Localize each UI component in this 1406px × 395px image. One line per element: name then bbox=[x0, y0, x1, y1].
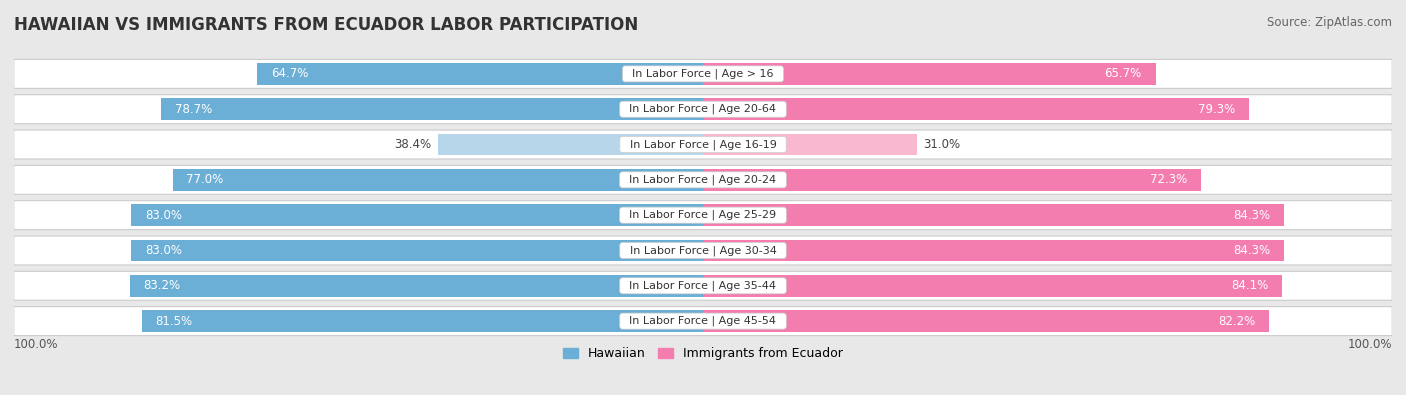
Text: In Labor Force | Age > 16: In Labor Force | Age > 16 bbox=[626, 69, 780, 79]
Bar bbox=[703, 239, 1284, 261]
Bar bbox=[439, 134, 703, 156]
Text: In Labor Force | Age 45-54: In Labor Force | Age 45-54 bbox=[623, 316, 783, 326]
Bar bbox=[703, 98, 1250, 120]
Text: 83.0%: 83.0% bbox=[145, 244, 181, 257]
FancyBboxPatch shape bbox=[14, 201, 1392, 229]
Text: 84.1%: 84.1% bbox=[1232, 279, 1268, 292]
Bar bbox=[703, 134, 917, 156]
Text: 83.2%: 83.2% bbox=[143, 279, 181, 292]
Bar bbox=[160, 98, 703, 120]
Text: In Labor Force | Age 35-44: In Labor Force | Age 35-44 bbox=[623, 280, 783, 291]
Text: 84.3%: 84.3% bbox=[1233, 209, 1270, 222]
FancyBboxPatch shape bbox=[14, 271, 1392, 300]
FancyBboxPatch shape bbox=[14, 59, 1392, 88]
Text: 77.0%: 77.0% bbox=[186, 173, 224, 186]
FancyBboxPatch shape bbox=[14, 236, 1392, 265]
FancyBboxPatch shape bbox=[14, 130, 1392, 159]
Text: 78.7%: 78.7% bbox=[174, 103, 212, 116]
Text: 84.3%: 84.3% bbox=[1233, 244, 1270, 257]
Text: Source: ZipAtlas.com: Source: ZipAtlas.com bbox=[1267, 16, 1392, 29]
Bar bbox=[703, 169, 1201, 191]
Text: In Labor Force | Age 20-24: In Labor Force | Age 20-24 bbox=[623, 175, 783, 185]
Text: 82.2%: 82.2% bbox=[1218, 314, 1256, 327]
Text: 65.7%: 65.7% bbox=[1105, 68, 1142, 81]
Text: In Labor Force | Age 20-64: In Labor Force | Age 20-64 bbox=[623, 104, 783, 115]
Bar bbox=[703, 204, 1284, 226]
Bar bbox=[703, 310, 1270, 332]
Bar bbox=[257, 63, 703, 85]
FancyBboxPatch shape bbox=[14, 166, 1392, 194]
Bar bbox=[703, 63, 1156, 85]
Text: HAWAIIAN VS IMMIGRANTS FROM ECUADOR LABOR PARTICIPATION: HAWAIIAN VS IMMIGRANTS FROM ECUADOR LABO… bbox=[14, 16, 638, 34]
Text: 64.7%: 64.7% bbox=[271, 68, 308, 81]
Text: 72.3%: 72.3% bbox=[1150, 173, 1187, 186]
Bar bbox=[173, 169, 703, 191]
Text: 100.0%: 100.0% bbox=[1347, 338, 1392, 351]
Text: 31.0%: 31.0% bbox=[924, 138, 960, 151]
Text: 81.5%: 81.5% bbox=[155, 314, 193, 327]
Legend: Hawaiian, Immigrants from Ecuador: Hawaiian, Immigrants from Ecuador bbox=[558, 342, 848, 365]
Text: In Labor Force | Age 16-19: In Labor Force | Age 16-19 bbox=[623, 139, 783, 150]
Text: 83.0%: 83.0% bbox=[145, 209, 181, 222]
Bar bbox=[703, 275, 1282, 297]
Bar bbox=[142, 310, 703, 332]
FancyBboxPatch shape bbox=[14, 307, 1392, 336]
Bar bbox=[131, 239, 703, 261]
FancyBboxPatch shape bbox=[14, 95, 1392, 124]
Text: 79.3%: 79.3% bbox=[1198, 103, 1236, 116]
Bar bbox=[131, 204, 703, 226]
Bar bbox=[129, 275, 703, 297]
Text: In Labor Force | Age 25-29: In Labor Force | Age 25-29 bbox=[623, 210, 783, 220]
Text: 38.4%: 38.4% bbox=[395, 138, 432, 151]
Text: In Labor Force | Age 30-34: In Labor Force | Age 30-34 bbox=[623, 245, 783, 256]
Text: 100.0%: 100.0% bbox=[14, 338, 59, 351]
